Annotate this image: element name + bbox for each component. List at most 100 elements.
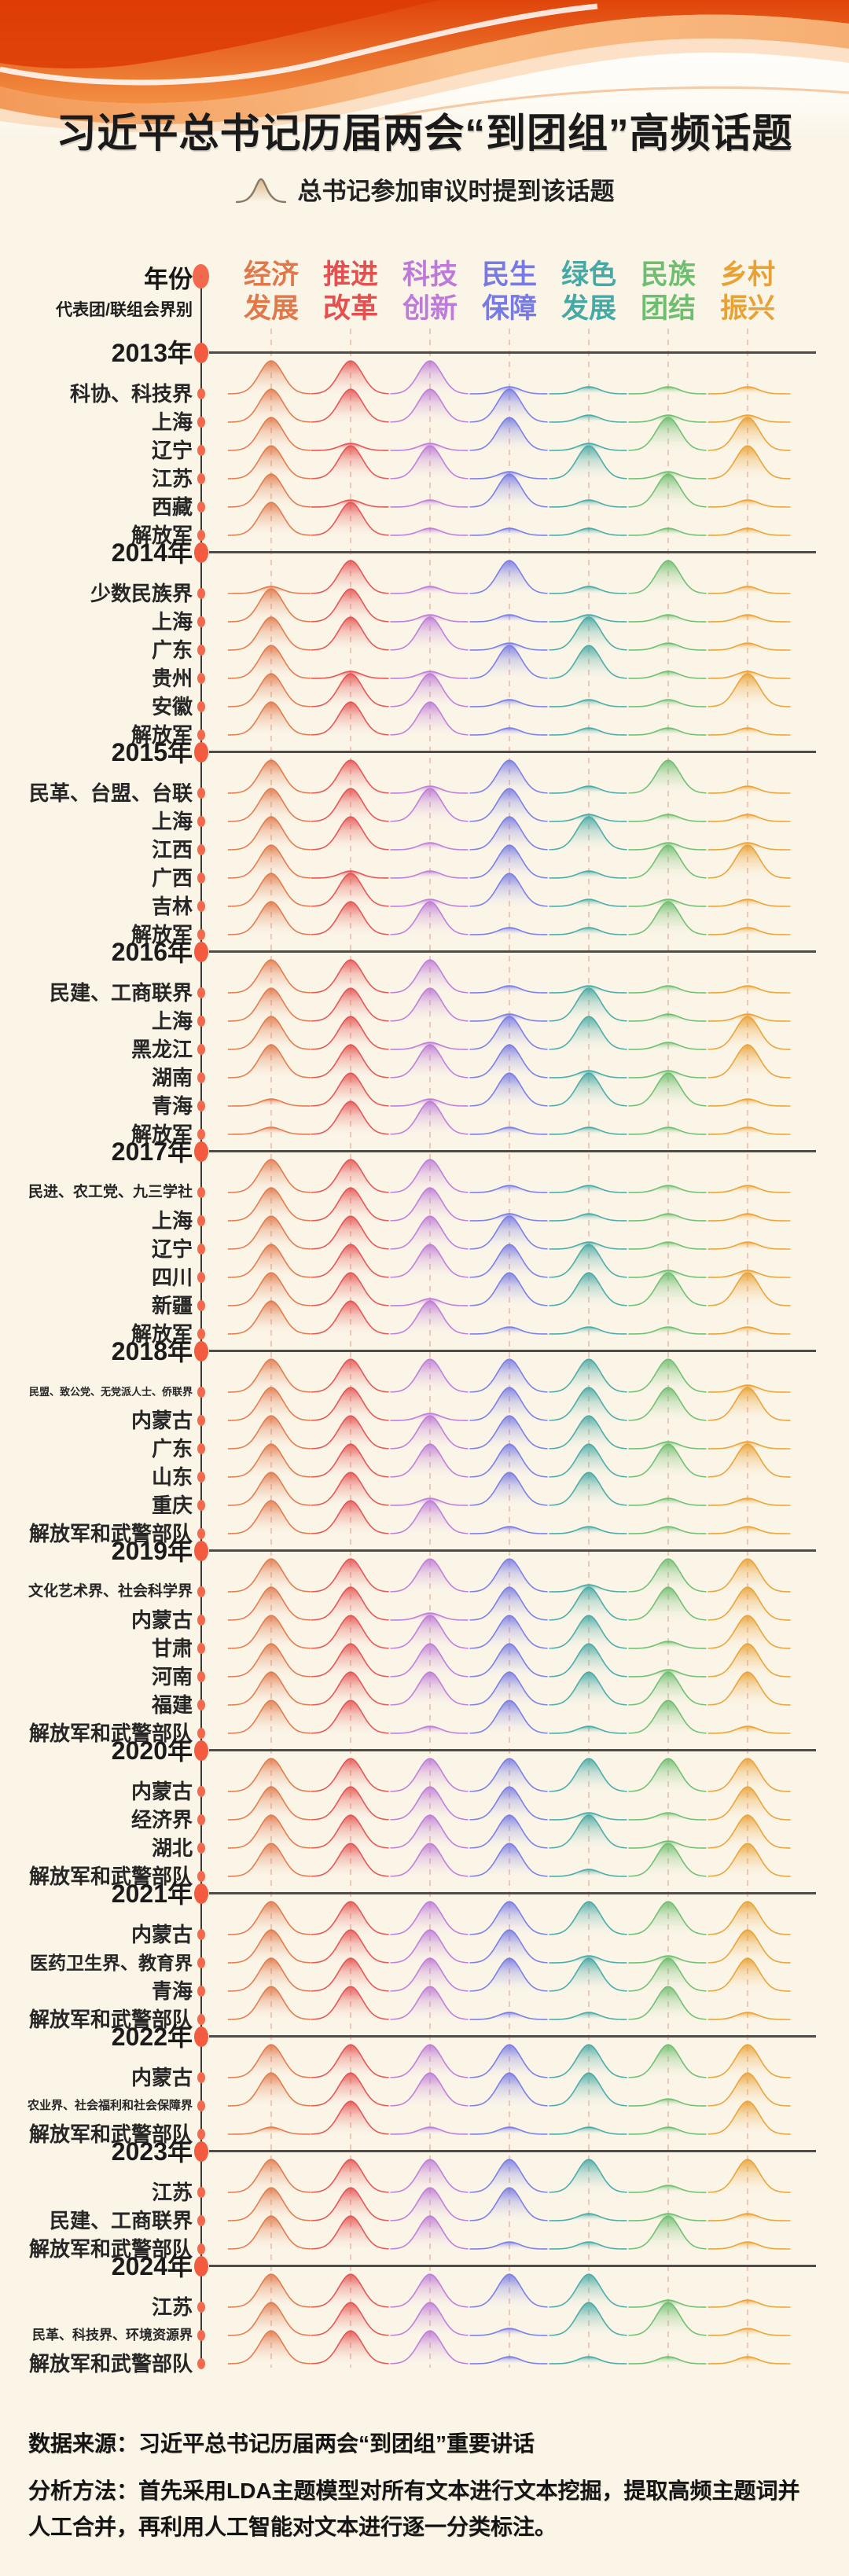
row-dot-icon	[197, 1215, 205, 1226]
delegation-row: 湖北	[0, 1814, 849, 1858]
row-dot-icon	[197, 445, 205, 456]
row-dot-icon	[197, 1387, 205, 1398]
row-dot-icon	[197, 2129, 205, 2140]
row-dot-icon	[197, 1016, 205, 1027]
year-label: 2018年	[111, 1337, 193, 1365]
year-section-header: 2024年	[0, 2251, 849, 2281]
delegation-row: 解放军和武警部队	[0, 1986, 849, 2030]
delegation-row: 广东	[0, 1415, 849, 1459]
delegation-label: 安徽	[151, 695, 193, 718]
year-line	[209, 1350, 816, 1352]
delegation-row: 解放军和武警部队	[0, 2100, 849, 2144]
year-section-header: 2016年	[0, 937, 849, 967]
year-section-header: 2014年	[0, 538, 849, 568]
topic-header: 科技 创新	[402, 259, 458, 324]
delegation-row: 河南	[0, 1643, 849, 1687]
row-dot-icon	[197, 816, 205, 827]
delegation-label: 解放军和武警部队	[28, 2008, 193, 2031]
delegation-label: 内蒙古	[130, 1409, 193, 1432]
delegation-label: 解放军和武警部队	[28, 1865, 193, 1888]
delegation-label: 解放军	[130, 723, 193, 747]
delegation-label: 农业界、社会福利和社会保障界	[27, 2099, 193, 2112]
row-dot-icon	[197, 2358, 205, 2369]
footer: 数据来源：习近平总书记历届两会“到团组”重要讲话 分析方法：首先采用LDA主题模…	[28, 2426, 821, 2557]
row-dot-icon	[197, 929, 205, 940]
delegation-label: 经济界	[130, 1808, 193, 1832]
delegation-label: 贵州	[151, 667, 193, 690]
row-dot-icon	[197, 1272, 205, 1283]
delegation-row: 科协、科技界	[0, 360, 849, 404]
year-line	[209, 351, 816, 354]
row-dot-icon	[197, 701, 205, 712]
delegation-row: 民盟、致公党、无党派人士、侨联界	[0, 1358, 849, 1398]
delegation-row: 解放军和武警部队	[0, 1500, 849, 1544]
delegation-row: 解放军	[0, 1300, 849, 1344]
delegation-label: 江西	[151, 838, 193, 862]
row-dot-icon	[197, 645, 205, 656]
decorative-wave-banner	[0, 0, 849, 138]
year-line	[209, 2150, 816, 2152]
delegation-row: 民建、工商联界	[0, 959, 849, 1003]
delegation-label: 解放军	[130, 524, 193, 547]
row-dot-icon	[197, 1615, 205, 1626]
delegation-label: 江苏	[151, 2181, 193, 2204]
row-dot-icon	[197, 530, 205, 541]
topic-header: 民族 团结	[640, 259, 696, 324]
delegation-label: 解放军和武警部队	[28, 1722, 193, 1745]
delegation-row: 民建、工商联界	[0, 2187, 849, 2231]
row-dot-icon	[197, 588, 205, 599]
year-dot-icon	[194, 1141, 208, 1162]
delegation-label: 辽宁	[151, 1237, 193, 1261]
delegation-row: 江西	[0, 816, 849, 860]
year-label: 2014年	[111, 538, 193, 567]
year-dot-icon	[194, 1740, 208, 1761]
row-dot-icon	[197, 1328, 205, 1339]
delegation-label: 江苏	[151, 467, 193, 491]
axis-pin-icon	[193, 264, 209, 288]
delegation-row: 四川	[0, 1244, 849, 1288]
row-dot-icon	[197, 729, 205, 740]
year-section-header: 2020年	[0, 1736, 849, 1766]
column-gridlines	[0, 329, 849, 2368]
delegation-row: 上海	[0, 588, 849, 632]
year-dot-icon	[194, 742, 208, 763]
year-label: 2017年	[111, 1137, 193, 1166]
delegation-row: 内蒙古	[0, 1901, 849, 1945]
row-dot-icon	[197, 502, 205, 513]
row-dot-icon	[197, 2302, 205, 2313]
year-label: 2013年	[111, 339, 193, 367]
row-dot-icon	[197, 2014, 205, 2025]
delegation-label: 新疆	[151, 1294, 193, 1317]
row-dot-icon	[197, 987, 205, 998]
delegation-label: 上海	[151, 1209, 193, 1233]
delegation-label: 解放军和武警部队	[28, 2122, 193, 2146]
delegation-row: 解放军和武警部队	[0, 1843, 849, 1887]
delegation-label: 内蒙古	[130, 2066, 193, 2089]
delegation-row: 解放军和武警部队	[0, 2215, 849, 2259]
delegation-label: 青海	[151, 1979, 193, 2003]
year-label: 2016年	[111, 938, 193, 966]
row-dot-icon	[197, 1129, 205, 1140]
group-axis-label: 代表团/联组会界别	[56, 301, 193, 319]
row-dot-icon	[197, 1957, 205, 1968]
delegation-row: 农业界、社会福利和社会保障界	[0, 2072, 849, 2112]
delegation-label: 内蒙古	[130, 1780, 193, 1803]
year-dot-icon	[194, 2256, 208, 2277]
row-dot-icon	[197, 1986, 205, 1997]
year-line	[209, 2265, 816, 2267]
delegation-label: 解放军	[130, 923, 193, 946]
year-label: 2022年	[111, 2023, 193, 2051]
delegation-label: 黑龙江	[130, 1038, 193, 1061]
delegation-label: 内蒙古	[130, 1608, 193, 1632]
year-section-header: 2018年	[0, 1336, 849, 1366]
timeline-axis	[200, 280, 202, 2368]
delegation-row: 内蒙古	[0, 1586, 849, 1630]
row-dot-icon	[197, 1843, 205, 1854]
delegation-label: 上海	[151, 1009, 193, 1033]
year-section-header: 2022年	[0, 2022, 849, 2052]
topic-header: 乡村 振兴	[719, 259, 775, 324]
delegation-label: 青海	[151, 1094, 193, 1118]
row-dot-icon	[197, 1643, 205, 1654]
year-dot-icon	[194, 542, 208, 563]
delegation-label: 上海	[151, 610, 193, 634]
